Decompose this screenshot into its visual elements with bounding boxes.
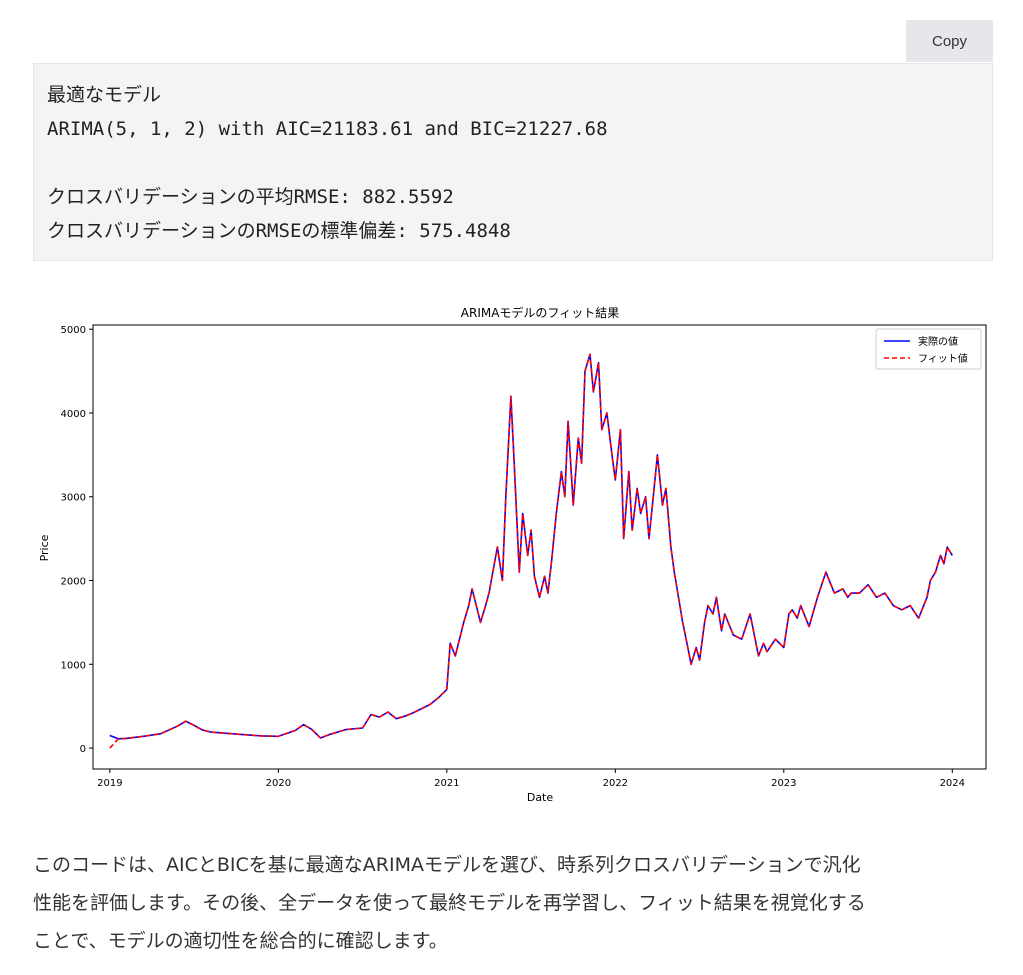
y-axis-label: Price	[38, 534, 51, 561]
arima-fit-chart: ARIMAモデルのフィット結果 2019 2020 2021 2022 2023 2024…	[30, 298, 1000, 810]
code-output-line: ARIMA(5, 1, 2) with AIC=21183.61 and BIC…	[47, 118, 608, 140]
series-line-fitted	[109, 353, 953, 749]
description-line: 性能を評価します。その後、全データを使って最終モデルを再学習し、フィット結果を視…	[33, 892, 866, 914]
x-tick-label: 2021	[434, 778, 459, 789]
description-line: ことで、モデルの適切性を総合的に確認します。	[33, 930, 448, 952]
legend: 実際の値 フィット値	[875, 328, 982, 370]
x-tick-label: 2022	[603, 778, 628, 789]
code-output-line: 最適なモデル	[47, 84, 162, 106]
plot-frame	[92, 324, 987, 770]
chart-svg: ARIMAモデルのフィット結果 2019 2020 2021 2022 2023 2024…	[30, 298, 1000, 810]
plot-lines	[109, 353, 953, 749]
y-tick-label: 1000	[61, 660, 86, 671]
y-tick-label: 2000	[61, 577, 86, 588]
y-tick-label: 0	[80, 744, 86, 755]
code-output-block: 最適なモデル ARIMA(5, 1, 2) with AIC=21183.61 …	[33, 63, 993, 261]
y-tick-label: 4000	[61, 409, 86, 420]
x-tick-label: 2023	[771, 778, 796, 789]
copy-button[interactable]: Copy	[906, 20, 993, 62]
y-axis-ticks: 0 1000 2000 3000 4000 5000	[61, 325, 93, 755]
description-line: このコードは、AICとBICを基に最適なARIMAモデルを選び、時系列クロスバリ…	[33, 854, 861, 876]
x-tick-label: 2020	[266, 778, 291, 789]
x-tick-label: 2019	[97, 778, 122, 789]
code-output-line: クロスバリデーションのRMSEの標準偏差: 575.4848	[47, 220, 511, 242]
legend-label-fitted: フィット値	[918, 352, 968, 365]
y-tick-label: 5000	[61, 325, 86, 336]
y-tick-label: 3000	[61, 493, 86, 504]
chart-title: ARIMAモデルのフィット結果	[461, 305, 619, 320]
legend-label-actual: 実際の値	[918, 335, 958, 348]
code-output-line: クロスバリデーションの平均RMSE: 882.5592	[47, 186, 454, 208]
x-axis-ticks: 2019 2020 2021 2022 2023 2024	[97, 769, 965, 789]
legend-box	[875, 328, 982, 370]
description-paragraph: このコードは、AICとBICを基に最適なARIMAモデルを選び、時系列クロスバリ…	[33, 846, 993, 960]
x-tick-label: 2024	[940, 778, 965, 789]
code-output-line	[47, 146, 992, 180]
x-axis-label: Date	[527, 791, 554, 804]
